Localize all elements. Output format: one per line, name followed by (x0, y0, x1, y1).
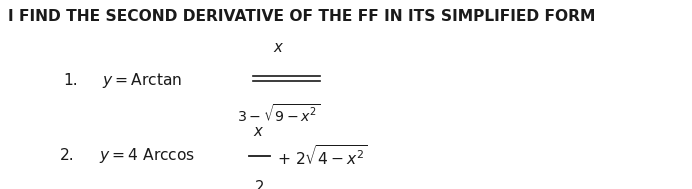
Text: $y = \mathregular{Arctan}$: $y = \mathregular{Arctan}$ (102, 71, 183, 90)
Text: 2.: 2. (60, 148, 75, 163)
Text: $3-\sqrt{9-x^2}$: $3-\sqrt{9-x^2}$ (237, 103, 320, 125)
Text: $x$: $x$ (273, 40, 284, 55)
Text: $2$: $2$ (254, 179, 264, 189)
Text: $x$: $x$ (253, 124, 264, 139)
Text: $y = 4\ \mathregular{Arccos}$: $y = 4\ \mathregular{Arccos}$ (99, 146, 195, 165)
Text: 1.: 1. (64, 73, 78, 88)
Text: $+\ 2\sqrt{4-x^2}$: $+\ 2\sqrt{4-x^2}$ (277, 144, 367, 168)
Text: I FIND THE SECOND DERIVATIVE OF THE FF IN ITS SIMPLIFIED FORM: I FIND THE SECOND DERIVATIVE OF THE FF I… (8, 9, 596, 24)
